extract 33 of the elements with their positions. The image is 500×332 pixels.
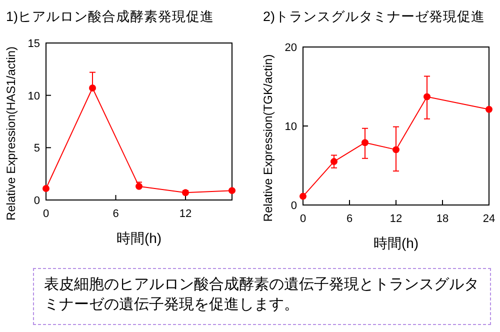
- y-tick-label: 10: [28, 90, 40, 102]
- text: 表皮細胞のヒアルロン酸合成酵素の遺伝子発現とトランスグルタミナーゼの遺伝子発現を促進します。: [44, 275, 480, 315]
- point: [392, 146, 400, 154]
- chart-title: 2)トランスグルタミナーゼ発現促進: [263, 9, 486, 24]
- point: [330, 158, 338, 166]
- point: [42, 184, 50, 192]
- x-tick-label: 24: [482, 213, 496, 225]
- x-axis-title: 時間(h): [373, 235, 419, 251]
- y-tick-label: 0: [34, 195, 40, 207]
- x-tick-label: 12: [179, 208, 192, 220]
- y-axis-title: Relative Expression(HAS1/actin): [4, 46, 18, 221]
- point: [486, 106, 492, 113]
- x-tick-label: 0: [300, 213, 306, 225]
- point: [228, 187, 236, 194]
- y-axis-title: Relative Expression(TGK/actin): [261, 54, 275, 222]
- point: [424, 93, 430, 100]
- y-tick-label: 10: [284, 121, 297, 133]
- y-tick-label: 5: [34, 142, 40, 155]
- y-tick-label: 20: [284, 42, 297, 54]
- x-tick-label: 12: [390, 213, 402, 225]
- y-tick-label: 15: [28, 38, 40, 50]
- point: [362, 139, 368, 146]
- x-tick-label: 0: [42, 208, 50, 220]
- x-axis-title: 時間(h): [116, 230, 162, 246]
- point: [182, 189, 189, 196]
- point: [300, 192, 306, 200]
- x-tick-label: 6: [346, 213, 353, 225]
- chart-title: 1)ヒアルロン酸合成酵素発現促進: [6, 9, 214, 24]
- x-tick-label: 6: [112, 208, 119, 220]
- y-tick-label: 0: [290, 200, 297, 212]
- point: [136, 182, 142, 190]
- x-tick-label: 18: [436, 213, 449, 225]
- point: [89, 84, 96, 92]
